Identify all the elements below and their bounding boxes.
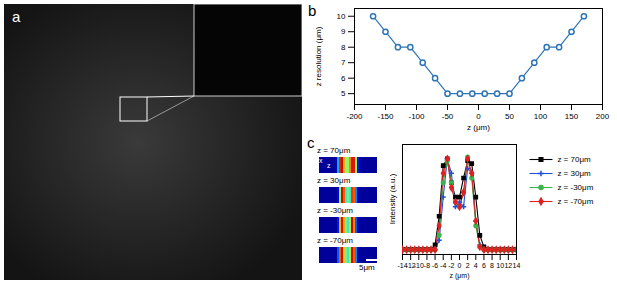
svg-text:-150: -150	[377, 112, 394, 121]
svg-text:10: 10	[496, 262, 504, 269]
svg-text:0: 0	[458, 262, 462, 269]
svg-text:-10: -10	[414, 262, 424, 269]
svg-text:14: 14	[513, 262, 521, 269]
svg-text:200: 200	[596, 112, 610, 121]
svg-text:z (μm): z (μm)	[450, 272, 470, 280]
svg-text:50: 50	[505, 112, 514, 121]
html-text:5μm: 5μm	[359, 263, 375, 272]
html-text:a: a	[12, 8, 21, 25]
svg-text:z = -70μm: z = -70μm	[557, 197, 593, 206]
svg-text:-4: -4	[440, 262, 446, 269]
html-text:x: x	[319, 157, 323, 164]
svg-text:5: 5	[341, 89, 346, 98]
svg-text:8: 8	[490, 262, 494, 269]
svg-text:2: 2	[466, 262, 470, 269]
svg-text:-200: -200	[346, 112, 363, 121]
svg-text:8: 8	[341, 43, 346, 52]
svg-text:z = -30μm: z = -30μm	[557, 183, 593, 192]
svg-text:6: 6	[341, 74, 346, 83]
html-text:z = 30μm: z = 30μm	[317, 176, 351, 185]
svg-text:100: 100	[534, 112, 548, 121]
svg-text:z resolution (μm): z resolution (μm)	[314, 26, 323, 86]
svg-text:9: 9	[341, 27, 346, 36]
svg-text:6: 6	[482, 262, 486, 269]
svg-text:z = 30μm: z = 30μm	[557, 169, 591, 178]
html-text:z = -70μm: z = -70μm	[317, 236, 353, 245]
svg-text:12: 12	[504, 262, 512, 269]
html-text:z = -30μm: z = -30μm	[317, 206, 353, 215]
html-text:z: z	[327, 162, 331, 169]
svg-text:10: 10	[337, 12, 346, 21]
svg-text:-2: -2	[448, 262, 454, 269]
svg-text:z = 70μm: z = 70μm	[557, 155, 591, 164]
svg-text:0: 0	[476, 112, 481, 121]
svg-text:-12: -12	[405, 262, 416, 270]
svg-text:-100: -100	[408, 112, 425, 121]
svg-text:150: 150	[565, 112, 579, 121]
svg-text:-50: -50	[442, 112, 454, 121]
html-text:b: b	[308, 2, 317, 19]
svg-text:7: 7	[341, 58, 346, 67]
svg-text:z (μm): z (μm)	[467, 123, 490, 132]
html-text:cz = 70μm: cz = 70μm	[307, 134, 351, 155]
html-text:Intensity (a.u.): Intensity (a.u.)	[387, 173, 397, 225]
svg-text:4: 4	[474, 262, 478, 269]
svg-text:-8: -8	[424, 262, 430, 269]
svg-text:-14: -14	[397, 262, 408, 270]
svg-text:-6: -6	[432, 262, 438, 269]
